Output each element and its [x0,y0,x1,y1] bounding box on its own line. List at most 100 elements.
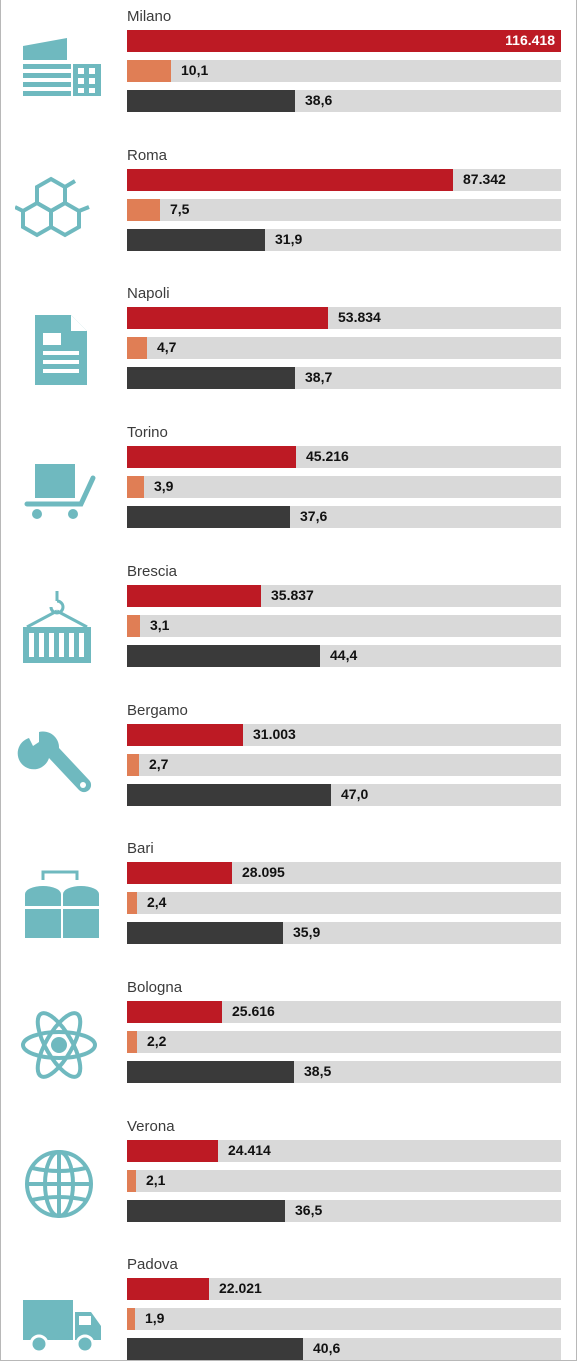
bar-track-share: 4,7 [127,337,561,359]
atom-icon [15,1005,107,1083]
bar-population-napoli [127,307,328,329]
bar-population-bari [127,862,232,884]
city-row-brescia: Brescia 35.837 3,1 44,4 [1,563,576,691]
city-row-torino: Torino 45.216 3,9 37,6 [1,424,576,552]
value-label-population: 25.616 [232,1003,275,1019]
bar-track-third: 35,9 [127,922,561,944]
factory-icon [15,34,107,112]
bar-third-verona [127,1200,285,1222]
city-row-padova: Padova 22.021 1,9 40,6 [1,1256,576,1360]
bar-track-population: 22.021 [127,1278,561,1300]
bar-track-third: 38,6 [127,90,561,112]
city-row-roma: Roma 87.342 7,5 31,9 [1,147,576,275]
bar-third-roma [127,229,265,251]
bar-track-population: 116.418 [127,30,561,52]
value-label-share: 4,7 [157,339,177,355]
city-row-napoli: Napoli 53.834 4,7 38,7 [1,285,576,413]
bar-track-population: 31.003 [127,724,561,746]
bar-track-share: 2,7 [127,754,561,776]
bar-track-third: 36,5 [127,1200,561,1222]
bar-track-third: 44,4 [127,645,561,667]
city-label: Bologna [127,979,183,996]
city-label: Padova [127,1256,178,1273]
bar-population-brescia [127,585,261,607]
value-label-share: 10,1 [181,62,209,78]
value-label-third: 36,5 [295,1202,323,1218]
container-icon [15,589,107,667]
city-label: Roma [127,147,168,164]
value-label-third: 38,5 [304,1063,332,1079]
bar-share-padova [127,1308,135,1330]
value-label-third: 38,7 [305,369,333,385]
bar-third-bologna [127,1061,294,1083]
city-label: Napoli [127,285,170,302]
bar-share-bari [127,892,137,914]
value-label-third: 40,6 [313,1340,341,1356]
bar-share-torino [127,476,144,498]
bar-share-verona [127,1170,136,1192]
bar-track-population: 25.616 [127,1001,561,1023]
bar-track-population: 35.837 [127,585,561,607]
value-label-share: 2,1 [146,1172,166,1188]
bar-population-verona [127,1140,218,1162]
city-label: Bergamo [127,702,188,719]
bar-track-third: 38,5 [127,1061,561,1083]
bar-share-bergamo [127,754,139,776]
bar-third-brescia [127,645,320,667]
bar-track-third: 38,7 [127,367,561,389]
value-label-share: 3,9 [154,478,174,494]
bar-track-share: 7,5 [127,199,561,221]
bar-third-milano [127,90,295,112]
value-label-share: 7,5 [170,201,190,217]
bar-track-third: 31,9 [127,229,561,251]
value-label-third: 37,6 [300,508,328,524]
value-label-third: 35,9 [293,924,321,940]
wrench-icon [15,728,107,806]
bar-share-napoli [127,337,147,359]
globe-icon [15,1144,107,1222]
value-label-population: 116.418 [505,32,555,48]
city-row-bergamo: Bergamo 31.003 2,7 47,0 [1,702,576,830]
city-label: Milano [127,8,172,25]
bar-population-torino [127,446,296,468]
city-label: Bari [127,840,154,857]
truck-icon [15,1282,107,1360]
bar-track-share: 2,2 [127,1031,561,1053]
bar-track-population: 87.342 [127,169,561,191]
value-label-share: 3,1 [150,617,170,633]
silos-icon [15,866,107,944]
bar-third-bergamo [127,784,331,806]
bar-track-share: 2,1 [127,1170,561,1192]
value-label-population: 24.414 [228,1142,271,1158]
value-label-share: 1,9 [145,1310,165,1326]
bar-population-roma [127,169,453,191]
value-label-population: 87.342 [463,171,506,187]
value-label-population: 35.837 [271,587,314,603]
bar-share-milano [127,60,171,82]
value-label-third: 47,0 [341,786,369,802]
value-label-share: 2,4 [147,894,167,910]
value-label-population: 22.021 [219,1280,262,1296]
cart-icon [15,450,107,528]
city-row-bari: Bari 28.095 2,4 35,9 [1,840,576,968]
value-label-share: 2,2 [147,1033,167,1049]
bar-share-brescia [127,615,140,637]
bar-track-third: 40,6 [127,1338,561,1360]
value-label-third: 44,4 [330,647,358,663]
value-label-third: 38,6 [305,92,333,108]
bar-third-padova [127,1338,303,1360]
value-label-share: 2,7 [149,756,169,772]
bar-track-third: 47,0 [127,784,561,806]
bar-population-milano [127,30,561,52]
city-label: Torino [127,424,168,441]
bar-track-share: 3,1 [127,615,561,637]
bar-share-roma [127,199,160,221]
city-row-verona: Verona 24.414 2,1 36,5 [1,1118,576,1246]
bar-third-napoli [127,367,295,389]
bar-track-population: 24.414 [127,1140,561,1162]
bar-track-population: 28.095 [127,862,561,884]
bar-track-share: 1,9 [127,1308,561,1330]
city-row-bologna: Bologna 25.616 2,2 38,5 [1,979,576,1107]
document-icon [15,311,107,389]
bar-third-bari [127,922,283,944]
